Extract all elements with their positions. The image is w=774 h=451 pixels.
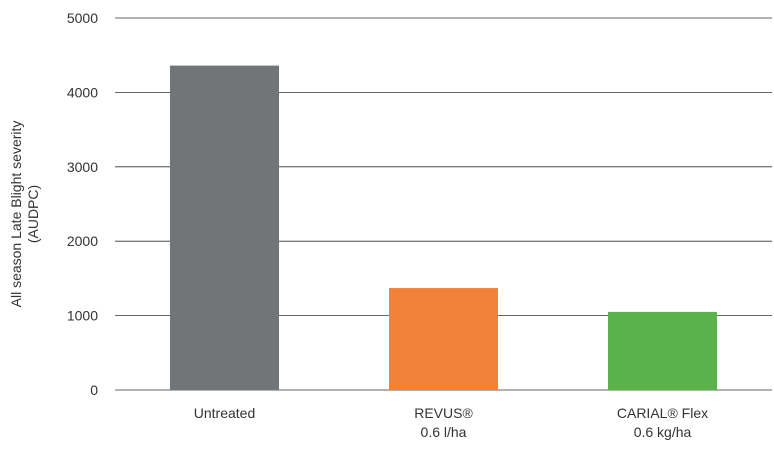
y-axis-ticks: 0 1000 2000 3000 4000 5000 [67, 10, 98, 398]
y-axis-title-line: All season Late Blight severity [8, 121, 24, 308]
x-tick-label: REVUS® [414, 405, 473, 421]
bars [170, 65, 717, 390]
x-tick-label: CARIAL® Flex [617, 405, 708, 421]
y-tick-label: 4000 [67, 84, 98, 100]
bar [608, 311, 717, 390]
x-tick-label: Untreated [194, 405, 255, 421]
x-axis-labels: Untreated REVUS® 0.6 l/ha CARIAL® Flex 0.6 k… [194, 405, 708, 440]
y-axis-label: All season Late Blight severity (AUDPC) [8, 121, 41, 308]
y-axis-title-line: (AUDPC) [25, 185, 41, 243]
y-tick-label: 3000 [67, 159, 98, 175]
x-tick-label: 0.6 l/ha [421, 424, 467, 440]
y-tick-label: 1000 [67, 308, 98, 324]
bar [170, 65, 279, 390]
y-tick-label: 0 [90, 382, 98, 398]
x-tick-label: 0.6 kg/ha [634, 424, 692, 440]
y-tick-label: 5000 [67, 10, 98, 26]
bar [389, 288, 498, 390]
y-tick-label: 2000 [67, 233, 98, 249]
